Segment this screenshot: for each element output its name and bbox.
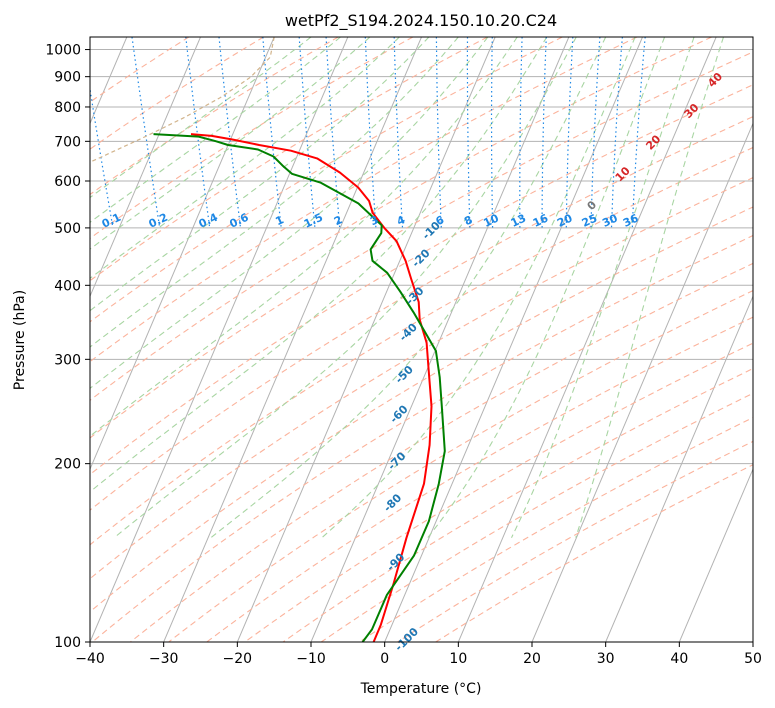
mixing-ratio-line xyxy=(631,37,646,228)
dry-adiabat-line xyxy=(91,234,753,642)
y-tick-label: 700 xyxy=(54,134,81,150)
moist-adiabat-line xyxy=(427,37,666,539)
mixing-ratio-line xyxy=(131,37,161,228)
moist-adiabat-line xyxy=(321,37,636,539)
mixing-ratio-line xyxy=(364,37,377,228)
series-line-1 xyxy=(190,133,433,642)
y-tick-label: 600 xyxy=(54,174,81,190)
mixing-ratio-line xyxy=(466,37,471,228)
x-tick-label: 40 xyxy=(670,651,688,667)
mixing-ratio-line xyxy=(298,37,316,228)
dry-adiabat-line xyxy=(90,37,563,323)
moist-adiabat-line xyxy=(90,37,312,199)
moist-adiabat-line xyxy=(113,37,577,539)
mixing-ratio-line xyxy=(610,37,623,228)
moist-adiabat-line xyxy=(90,37,548,493)
dry-adiabat-line xyxy=(90,84,753,476)
mixing-ratio-label: 30 xyxy=(600,211,620,229)
moist-adiabat-line xyxy=(90,37,341,224)
x-tick-label: 20 xyxy=(523,651,541,667)
x-tick-label: −40 xyxy=(75,651,105,667)
mixing-ratio-line xyxy=(565,37,574,228)
dry-adiabat-line xyxy=(90,37,414,240)
mixing-ratio-line xyxy=(325,37,341,228)
moist-adiabat-line xyxy=(210,37,607,539)
x-tick-label: −30 xyxy=(149,651,179,667)
moist-adiabat-line xyxy=(511,37,695,538)
y-axis-label: Pressure (hPa) xyxy=(12,290,28,390)
x-tick-label: −20 xyxy=(223,651,253,667)
mixing-ratio-label: 36 xyxy=(621,211,641,229)
moist-adiabat-line xyxy=(90,37,371,250)
mixing-ratio-line xyxy=(590,37,601,228)
dry-adiabat-line xyxy=(90,146,753,546)
x-tick-label: −10 xyxy=(296,651,326,667)
isotherm-line xyxy=(90,37,201,298)
chart-title: wetPf2_S194.2024.150.10.20.C24 xyxy=(285,11,557,31)
series-line-2 xyxy=(153,133,446,642)
dry-adiabat-line xyxy=(168,289,753,642)
isotherm-line xyxy=(531,122,753,642)
mixing-ratio-line xyxy=(435,37,442,228)
moist-adiabat-line xyxy=(90,37,489,390)
x-axis-label: Temperature (°C) xyxy=(360,681,482,697)
y-tick-label: 100 xyxy=(54,635,81,651)
isotherm-line xyxy=(90,37,275,471)
mixing-ratio-line xyxy=(519,37,523,228)
moist-adiabat-line xyxy=(90,37,400,280)
y-tick-label: 800 xyxy=(54,100,81,116)
moist-adiabat-line xyxy=(575,37,725,538)
y-tick-label: 1000 xyxy=(45,43,81,59)
mixing-ratio-line xyxy=(262,37,282,228)
mixing-ratio-line xyxy=(393,37,404,228)
isotherm-line xyxy=(678,467,753,642)
dry-adiabat-line xyxy=(90,206,753,613)
x-tick-label: 0 xyxy=(380,651,389,667)
mixing-ratio-label: 16 xyxy=(531,211,551,229)
isotherm-line xyxy=(236,37,496,642)
x-tick-label: 10 xyxy=(449,651,467,667)
dry-adiabat-line xyxy=(90,51,753,439)
dry-adiabat-line xyxy=(90,37,638,363)
y-tick-label: 300 xyxy=(54,352,81,368)
isotherm-line xyxy=(384,37,643,642)
mixing-ratio-label: 13 xyxy=(509,212,528,230)
dry-adiabat-line xyxy=(90,115,753,511)
mixing-ratio-label: 20 xyxy=(555,211,575,229)
y-tick-label: 500 xyxy=(54,221,81,237)
mixing-ratio-label: 25 xyxy=(580,212,599,230)
x-tick-label: 30 xyxy=(597,651,615,667)
mixing-ratio-line xyxy=(541,37,547,228)
dry-adiabat-line xyxy=(206,316,753,642)
mixing-ratio-line xyxy=(185,37,211,228)
dry-adiabat-line xyxy=(130,262,753,642)
dry-adiabat-line xyxy=(90,177,753,580)
plot-frame xyxy=(89,36,754,643)
isotherm-line xyxy=(163,37,422,642)
mixing-ratio-line xyxy=(490,37,494,228)
isotherm-line xyxy=(457,37,717,642)
isotherm-line xyxy=(90,37,349,642)
mixing-ratio-line xyxy=(218,37,242,228)
y-tick-label: 400 xyxy=(54,278,81,294)
x-tick-label: 50 xyxy=(744,651,762,667)
y-tick-label: 900 xyxy=(54,70,81,86)
moist-adiabat-line xyxy=(90,37,518,437)
mixing-ratio-label: 10 xyxy=(481,211,501,229)
y-tick-label: 200 xyxy=(54,457,81,473)
moist-adiabat-line xyxy=(90,37,430,312)
moist-adiabat-line xyxy=(90,37,459,348)
isotherm-line xyxy=(605,295,753,642)
